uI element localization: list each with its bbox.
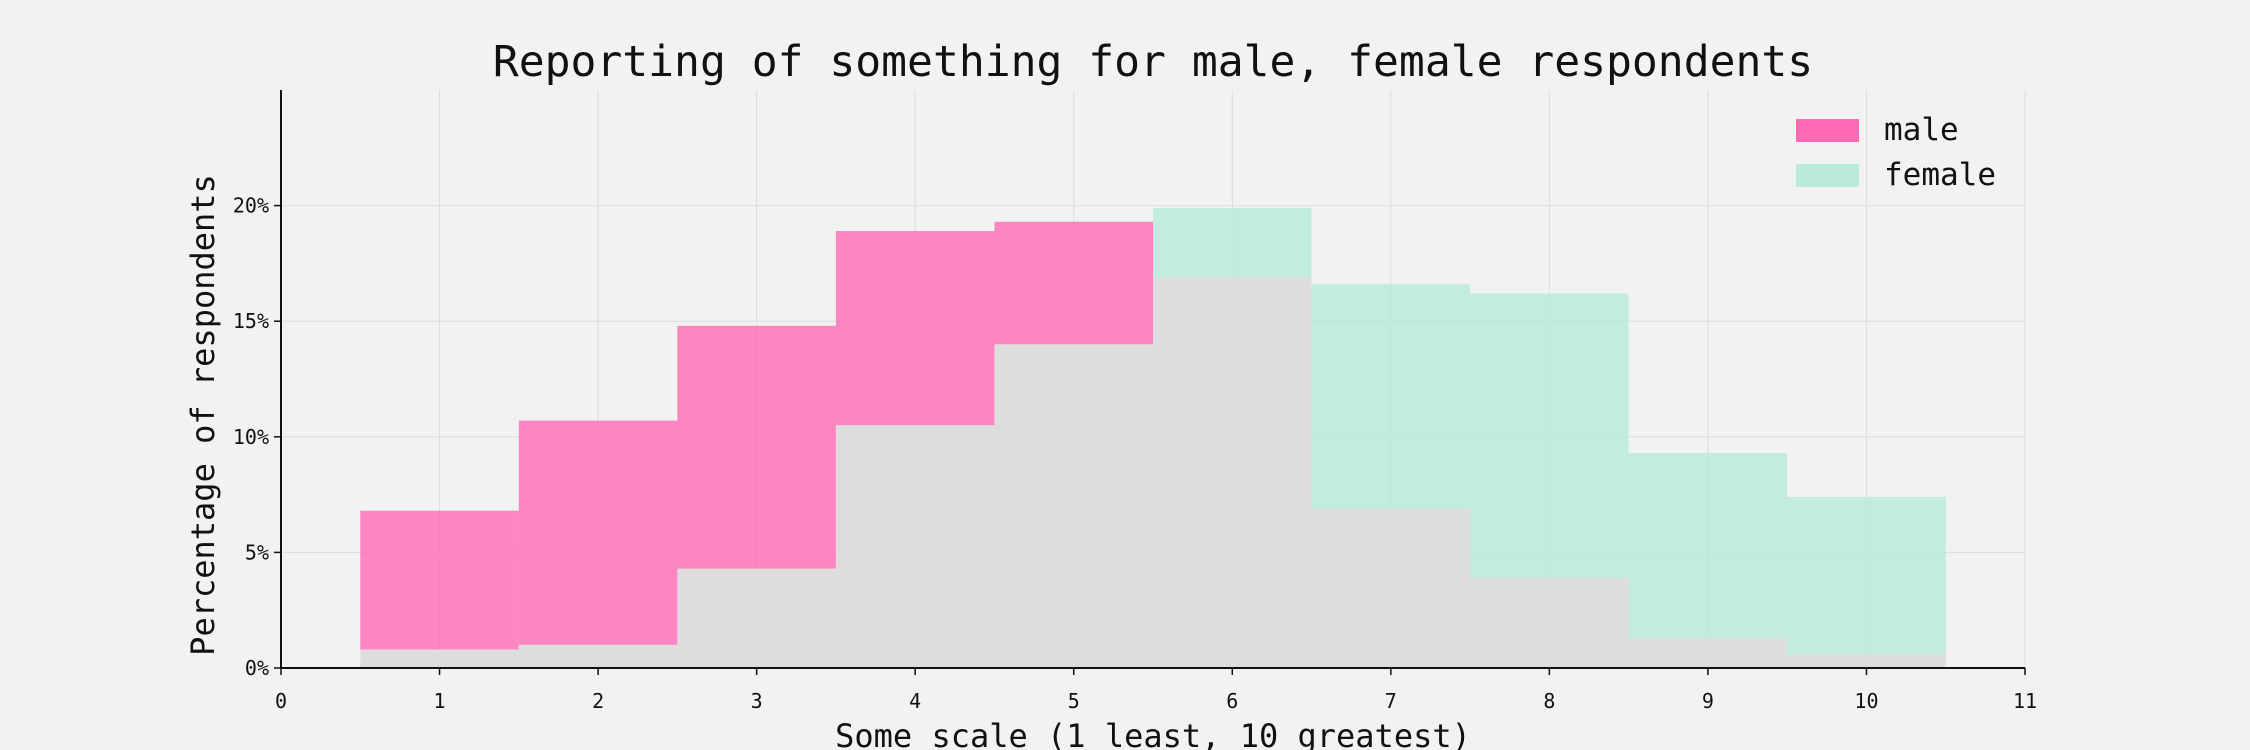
- x-tick-label: 6: [1226, 689, 1238, 713]
- bar-male: [677, 325, 836, 569]
- legend-swatch-female: [1796, 164, 1859, 187]
- bar-male: [360, 510, 519, 650]
- legend-label-female: female: [1884, 157, 1996, 193]
- x-tick-label: 7: [1385, 689, 1397, 713]
- legend: male female: [1796, 112, 1996, 193]
- bar-male: [994, 221, 1153, 345]
- bar-overlap: [1787, 654, 1946, 668]
- x-tick-label: 4: [909, 689, 921, 713]
- chart-title: Reporting of something for male, female …: [493, 37, 1813, 87]
- x-tick-label: 8: [1543, 689, 1555, 713]
- bar-overlap: [1470, 577, 1629, 668]
- x-tick-label: 9: [1702, 689, 1714, 713]
- bar-overlap: [518, 644, 678, 668]
- bar-female: [1628, 452, 1788, 638]
- bar-female: [1311, 284, 1471, 509]
- bar-female: [1153, 207, 1312, 278]
- bar-female: [1787, 496, 1946, 655]
- x-ticks: 0 1 2 3 4 5 6 7 8 9 10 11: [275, 668, 2037, 713]
- legend-swatch-male: [1796, 119, 1859, 142]
- y-tick-label: 15%: [233, 309, 269, 333]
- bar-overlap: [1628, 637, 1788, 668]
- x-tick-label: 5: [1068, 689, 1080, 713]
- x-tick-label: 3: [751, 689, 763, 713]
- x-tick-label: 2: [592, 689, 604, 713]
- bar-overlap: [677, 568, 836, 668]
- bar-overlap: [360, 649, 519, 668]
- bar-overlap: [994, 344, 1153, 668]
- bar-overlap: [835, 425, 995, 668]
- y-axis-label: Percentage of respondents: [184, 174, 222, 656]
- bar-female: [1470, 293, 1629, 578]
- y-tick-label: 0%: [245, 656, 269, 680]
- y-ticks: 0% 5% 10% 15% 20%: [233, 194, 281, 680]
- y-tick-label: 20%: [233, 194, 269, 218]
- x-tick-label: 0: [275, 689, 287, 713]
- axes: [280, 90, 2025, 669]
- y-tick-label: 5%: [245, 540, 269, 564]
- x-tick-label: 10: [1854, 689, 1878, 713]
- bar-overlap: [1311, 508, 1471, 668]
- bar-male: [835, 231, 995, 426]
- bar-male: [518, 420, 678, 645]
- y-tick-label: 10%: [233, 425, 269, 449]
- bar-overlap: [1153, 277, 1312, 668]
- x-tick-label: 11: [2013, 689, 2037, 713]
- legend-label-male: male: [1884, 112, 1959, 148]
- x-tick-label: 1: [434, 689, 446, 713]
- bars: [360, 207, 1946, 668]
- x-axis-label: Some scale (1 least, 10 greatest): [835, 717, 1471, 750]
